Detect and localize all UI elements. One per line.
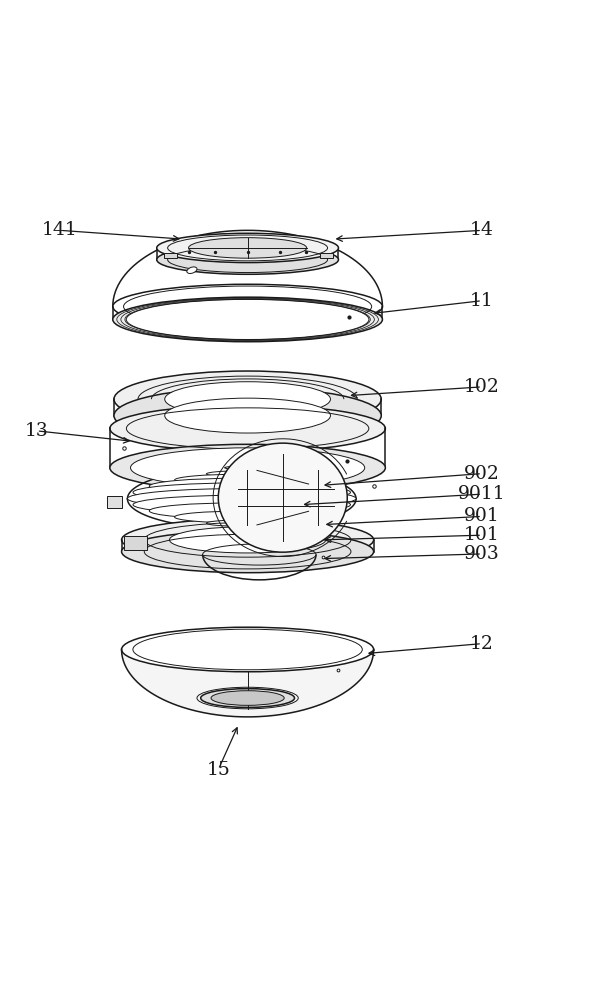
- Ellipse shape: [188, 238, 307, 258]
- Text: 101: 101: [464, 526, 500, 544]
- Text: 9011: 9011: [458, 485, 506, 503]
- Ellipse shape: [131, 448, 365, 488]
- Text: 902: 902: [464, 465, 500, 483]
- Ellipse shape: [174, 474, 309, 486]
- Bar: [124, 536, 147, 550]
- Text: 903: 903: [464, 545, 500, 563]
- Ellipse shape: [165, 398, 330, 433]
- Text: 13: 13: [25, 422, 48, 440]
- Ellipse shape: [112, 297, 382, 342]
- Ellipse shape: [187, 267, 197, 273]
- Ellipse shape: [114, 371, 381, 427]
- Ellipse shape: [206, 471, 277, 477]
- Ellipse shape: [133, 495, 350, 514]
- Ellipse shape: [127, 489, 356, 509]
- Text: 15: 15: [206, 761, 230, 779]
- Ellipse shape: [121, 519, 373, 561]
- Ellipse shape: [224, 528, 259, 531]
- Ellipse shape: [219, 443, 348, 552]
- Ellipse shape: [133, 483, 350, 502]
- Ellipse shape: [224, 466, 259, 469]
- Ellipse shape: [165, 382, 330, 417]
- Text: 14: 14: [470, 221, 494, 239]
- Polygon shape: [121, 649, 373, 717]
- Ellipse shape: [201, 689, 294, 707]
- Ellipse shape: [121, 627, 373, 672]
- Ellipse shape: [110, 405, 385, 452]
- Ellipse shape: [157, 245, 339, 274]
- Text: 901: 901: [464, 507, 500, 525]
- Ellipse shape: [211, 691, 284, 705]
- Text: 102: 102: [464, 378, 500, 396]
- Bar: [320, 253, 333, 258]
- Ellipse shape: [112, 284, 382, 329]
- Text: 12: 12: [470, 635, 494, 653]
- Bar: [107, 496, 121, 508]
- Text: 11: 11: [470, 292, 494, 310]
- Ellipse shape: [110, 444, 385, 491]
- Ellipse shape: [157, 233, 339, 263]
- Bar: [164, 253, 177, 258]
- Ellipse shape: [206, 520, 277, 526]
- Ellipse shape: [170, 527, 326, 553]
- Ellipse shape: [149, 503, 334, 519]
- Text: 141: 141: [42, 221, 78, 239]
- Ellipse shape: [174, 511, 309, 523]
- Ellipse shape: [126, 299, 369, 339]
- Ellipse shape: [121, 530, 373, 573]
- Ellipse shape: [149, 478, 334, 494]
- Ellipse shape: [114, 387, 381, 444]
